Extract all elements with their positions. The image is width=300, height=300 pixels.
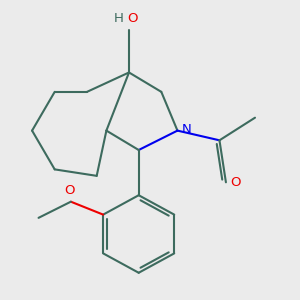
Text: H: H — [113, 12, 123, 25]
Text: O: O — [64, 184, 74, 197]
Text: O: O — [230, 176, 240, 189]
Text: N: N — [181, 122, 191, 136]
Text: O: O — [128, 12, 138, 25]
